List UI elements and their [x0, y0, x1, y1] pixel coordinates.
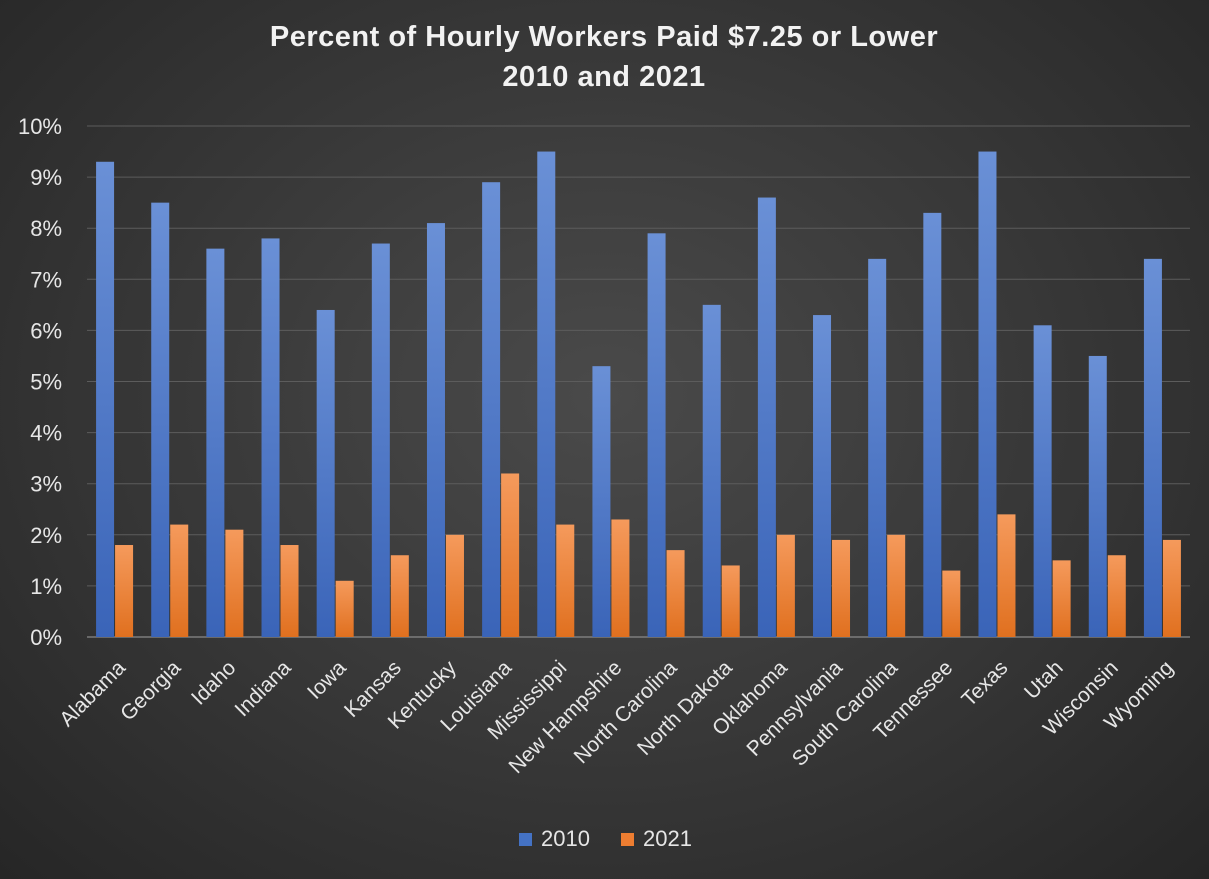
bar-2021-iowa	[335, 580, 354, 637]
bar-2021-louisiana	[501, 473, 520, 637]
x-tick-label: Georgia	[116, 656, 185, 725]
bar-2010-north-carolina	[647, 233, 666, 637]
bar-2021-new-hampshire	[611, 519, 630, 637]
bar-2021-kansas	[390, 555, 409, 637]
bar-2010-mississippi	[537, 151, 556, 638]
legend-label-2021: 2021	[643, 826, 692, 851]
y-axis-ticks: 0% 1% 2% 3% 4% 5% 6% 7% 8% 9% 10%	[18, 114, 62, 650]
bar-2010-georgia	[151, 202, 170, 637]
bar-2010-indiana	[261, 238, 280, 638]
bar-2021-texas	[997, 514, 1016, 637]
y-tick-label: 5%	[30, 370, 62, 395]
y-tick-label: 9%	[30, 165, 62, 190]
bar-2021-north-carolina	[666, 550, 685, 637]
x-tick-label: Alabama	[55, 656, 130, 731]
bar-2010-north-dakota	[702, 304, 721, 637]
bar-2021-georgia	[170, 524, 189, 637]
y-tick-label: 4%	[30, 421, 62, 446]
bar-2010-utah	[1033, 325, 1052, 637]
y-tick-label: 8%	[30, 216, 62, 241]
bars	[96, 151, 1181, 638]
bar-2021-pennsylvania	[832, 539, 851, 637]
x-tick-label: Pennsylvania	[742, 656, 847, 761]
chart-subtitle: 2010 and 2021	[502, 61, 705, 93]
bar-2010-iowa	[316, 309, 335, 637]
x-tick-label: Iowa	[303, 656, 351, 704]
bar-2010-tennessee	[923, 212, 942, 637]
y-tick-label: 0%	[30, 625, 62, 650]
bar-2010-pennsylvania	[813, 315, 832, 637]
bar-2010-louisiana	[482, 182, 501, 637]
legend-swatch-2021	[621, 833, 634, 846]
bar-2010-new-hampshire	[592, 366, 611, 637]
bar-2010-oklahoma	[757, 197, 776, 638]
x-tick-label: Indiana	[231, 656, 296, 721]
bar-2010-alabama	[96, 161, 115, 637]
legend: 2010 2021	[519, 826, 692, 851]
x-tick-label: Idaho	[187, 656, 240, 709]
bar-2010-wisconsin	[1088, 355, 1107, 637]
y-tick-label: 2%	[30, 523, 62, 548]
bar-2021-south-carolina	[887, 534, 906, 637]
y-tick-label: 10%	[18, 114, 62, 139]
legend-label-2010: 2010	[541, 826, 590, 851]
bar-2021-wyoming	[1162, 539, 1181, 637]
x-tick-label: Utah	[1020, 656, 1068, 704]
bar-2021-kentucky	[445, 534, 464, 637]
bar-2021-tennessee	[942, 570, 961, 637]
bar-2021-wisconsin	[1107, 555, 1126, 637]
y-tick-label: 6%	[30, 318, 62, 343]
bar-2010-texas	[978, 151, 997, 638]
legend-swatch-2010	[519, 833, 532, 846]
bar-2021-idaho	[225, 529, 244, 637]
bar-2010-kansas	[371, 243, 390, 637]
bar-2010-idaho	[206, 248, 225, 637]
gridlines	[87, 125, 1190, 638]
bar-2021-mississippi	[556, 524, 575, 637]
bar-2010-wyoming	[1143, 258, 1162, 637]
bar-2021-indiana	[280, 545, 299, 637]
bar-2021-oklahoma	[776, 534, 795, 637]
x-tick-label: Texas	[957, 656, 1012, 711]
y-tick-label: 7%	[30, 267, 62, 292]
bar-2010-kentucky	[426, 223, 445, 637]
bar-2021-alabama	[115, 545, 134, 637]
chart-title: Percent of Hourly Workers Paid $7.25 or …	[270, 21, 938, 53]
bar-2021-north-dakota	[721, 565, 740, 637]
y-tick-label: 1%	[30, 574, 62, 599]
bar-2021-utah	[1052, 560, 1071, 637]
y-tick-label: 3%	[30, 472, 62, 497]
bar-2010-south-carolina	[868, 258, 887, 637]
